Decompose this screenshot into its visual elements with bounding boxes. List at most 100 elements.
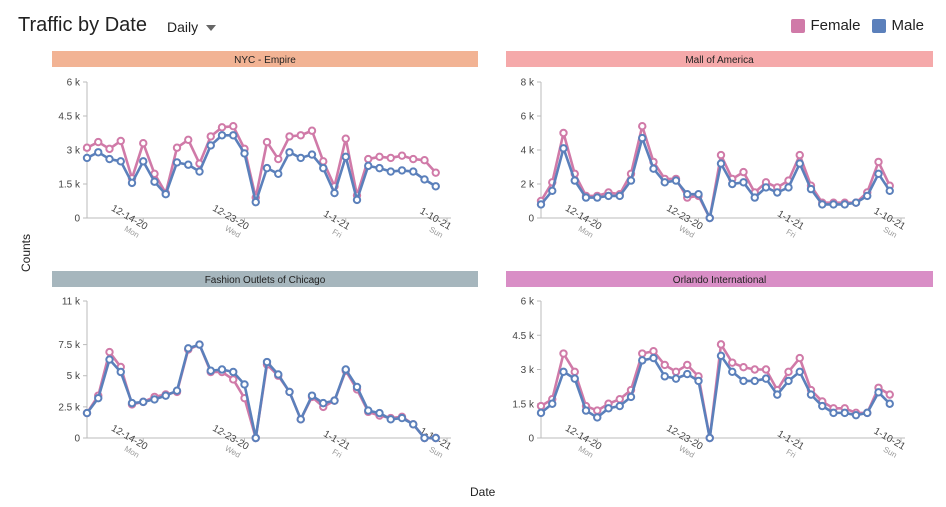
data-point-male[interactable] bbox=[341, 365, 350, 374]
data-point-male[interactable] bbox=[694, 376, 703, 386]
data-point-female[interactable] bbox=[139, 139, 148, 148]
data-point-male[interactable] bbox=[127, 178, 137, 188]
period-dropdown[interactable]: Daily bbox=[167, 19, 217, 35]
data-point-male[interactable] bbox=[761, 374, 771, 383]
data-point-male[interactable] bbox=[161, 391, 170, 400]
data-point-male[interactable] bbox=[285, 387, 294, 397]
data-point-female[interactable] bbox=[364, 154, 373, 164]
data-point-male[interactable] bbox=[773, 390, 782, 399]
data-point-male[interactable] bbox=[262, 163, 272, 173]
data-point-female[interactable] bbox=[397, 151, 407, 160]
data-point-female[interactable] bbox=[593, 406, 602, 415]
data-point-female[interactable] bbox=[229, 122, 238, 131]
data-point-female[interactable] bbox=[784, 367, 793, 376]
data-point-male[interactable] bbox=[285, 148, 294, 157]
data-point-male[interactable] bbox=[739, 376, 748, 386]
data-point-male[interactable] bbox=[818, 401, 827, 411]
data-point-male[interactable] bbox=[840, 200, 849, 209]
data-point-female[interactable] bbox=[82, 143, 92, 152]
data-point-female[interactable] bbox=[229, 375, 238, 384]
data-point-male[interactable] bbox=[352, 382, 362, 392]
data-point-male[interactable] bbox=[885, 399, 894, 408]
data-point-male[interactable] bbox=[829, 200, 838, 209]
data-point-female[interactable] bbox=[386, 153, 395, 163]
data-point-male[interactable] bbox=[82, 408, 92, 418]
data-point-male[interactable] bbox=[397, 166, 407, 175]
data-point-male[interactable] bbox=[548, 186, 557, 196]
data-point-male[interactable] bbox=[570, 176, 579, 185]
data-point-male[interactable] bbox=[139, 397, 148, 407]
legend-item-female[interactable]: Female bbox=[791, 17, 860, 34]
data-point-male[interactable] bbox=[874, 388, 883, 397]
data-point-male[interactable] bbox=[206, 366, 215, 375]
data-point-male[interactable] bbox=[851, 198, 861, 207]
data-point-female[interactable] bbox=[761, 365, 771, 374]
data-point-male[interactable] bbox=[581, 193, 591, 202]
data-point-male[interactable] bbox=[638, 133, 647, 143]
data-point-male[interactable] bbox=[206, 141, 215, 150]
data-point-male[interactable] bbox=[161, 190, 170, 199]
data-point-male[interactable] bbox=[375, 408, 384, 418]
data-point-male[interactable] bbox=[105, 355, 114, 364]
data-point-female[interactable] bbox=[536, 401, 546, 411]
data-point-male[interactable] bbox=[750, 376, 759, 386]
data-point-male[interactable] bbox=[615, 191, 624, 201]
data-point-female[interactable] bbox=[274, 154, 283, 164]
data-point-male[interactable] bbox=[626, 392, 636, 402]
data-point-female[interactable] bbox=[739, 363, 748, 372]
data-point-male[interactable] bbox=[885, 186, 894, 196]
data-point-male[interactable] bbox=[705, 433, 714, 443]
data-point-female[interactable] bbox=[716, 340, 726, 349]
data-point-female[interactable] bbox=[262, 137, 272, 147]
data-point-male[interactable] bbox=[683, 190, 692, 199]
data-point-male[interactable] bbox=[863, 191, 872, 201]
data-point-male[interactable] bbox=[296, 415, 305, 424]
data-point-male[interactable] bbox=[784, 183, 793, 192]
data-point-male[interactable] bbox=[150, 395, 159, 404]
data-point-female[interactable] bbox=[885, 390, 894, 399]
data-point-male[interactable] bbox=[604, 404, 613, 413]
data-point-male[interactable] bbox=[116, 367, 125, 377]
data-point-female[interactable] bbox=[874, 157, 883, 167]
data-point-male[interactable] bbox=[705, 213, 714, 223]
data-point-male[interactable] bbox=[806, 184, 816, 194]
data-point-female[interactable] bbox=[750, 365, 759, 374]
data-point-male[interactable] bbox=[420, 175, 429, 184]
data-point-female[interactable] bbox=[307, 126, 317, 135]
data-point-female[interactable] bbox=[795, 150, 804, 160]
data-point-female[interactable] bbox=[559, 349, 568, 358]
data-point-male[interactable] bbox=[671, 176, 681, 185]
data-point-male[interactable] bbox=[364, 161, 373, 171]
data-point-male[interactable] bbox=[716, 159, 726, 168]
data-point-male[interactable] bbox=[604, 191, 613, 201]
data-point-male[interactable] bbox=[139, 157, 148, 166]
data-point-male[interactable] bbox=[195, 340, 204, 349]
data-point-male[interactable] bbox=[240, 149, 249, 158]
data-point-male[interactable] bbox=[761, 183, 771, 192]
data-point-male[interactable] bbox=[829, 408, 838, 418]
data-point-female[interactable] bbox=[341, 134, 350, 143]
data-point-male[interactable] bbox=[94, 148, 103, 157]
data-point-female[interactable] bbox=[795, 353, 804, 363]
data-point-male[interactable] bbox=[262, 357, 272, 367]
data-point-male[interactable] bbox=[397, 413, 407, 423]
data-point-male[interactable] bbox=[217, 131, 227, 140]
data-point-male[interactable] bbox=[683, 369, 692, 379]
data-point-male[interactable] bbox=[364, 406, 373, 415]
data-point-female[interactable] bbox=[296, 131, 305, 140]
data-point-male[interactable] bbox=[420, 433, 429, 443]
data-point-male[interactable] bbox=[716, 351, 726, 360]
data-point-female[interactable] bbox=[615, 394, 624, 404]
data-point-male[interactable] bbox=[330, 396, 339, 405]
data-point-female[interactable] bbox=[172, 143, 182, 152]
data-point-male[interactable] bbox=[818, 200, 827, 209]
data-point-female[interactable] bbox=[105, 144, 114, 154]
data-point-male[interactable] bbox=[116, 157, 125, 166]
data-point-male[interactable] bbox=[638, 356, 647, 365]
data-point-male[interactable] bbox=[330, 188, 339, 198]
data-point-female[interactable] bbox=[683, 360, 692, 370]
data-point-male[interactable] bbox=[184, 160, 193, 169]
data-point-male[interactable] bbox=[559, 367, 568, 376]
data-point-male[interactable] bbox=[296, 153, 305, 163]
data-point-male[interactable] bbox=[795, 367, 804, 376]
